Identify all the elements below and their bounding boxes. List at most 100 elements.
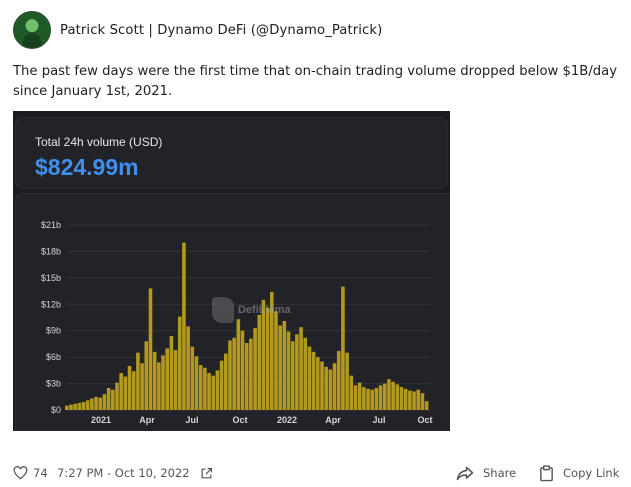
volume-bar [240, 330, 245, 410]
volume-bar [186, 326, 190, 410]
volume-bar [353, 385, 358, 410]
volume-bar [387, 379, 391, 410]
volume-bar [370, 389, 375, 410]
y-tick-label: $12b [41, 299, 61, 309]
volume-bar [228, 340, 232, 410]
post-footer: 74 7:27 PM - Oct 10, 2022 Share Copy Lin… [13, 463, 621, 483]
y-tick-label: $0 [51, 405, 61, 415]
y-tick-label: $15b [41, 273, 61, 283]
y-tick-label: $3b [46, 379, 61, 389]
volume-bar [408, 390, 412, 410]
volume-bar [299, 327, 303, 410]
volume-bar [290, 341, 295, 410]
volume-bar [65, 405, 69, 410]
volume-bar [278, 325, 282, 410]
volume-bar [161, 355, 165, 410]
volume-bar [190, 346, 195, 410]
watermark-text: DefiLlama [238, 304, 291, 316]
volume-bar [403, 388, 408, 410]
watermark: DefiLlama [212, 297, 291, 323]
x-tick-label: Jul [185, 415, 198, 425]
volume-bar [416, 389, 421, 410]
volume-bar [211, 375, 216, 410]
volume-bar [274, 311, 278, 410]
share-icon [456, 466, 474, 480]
post-text: The past few days were the first time th… [13, 64, 618, 99]
volume-bar [73, 403, 77, 410]
volume-bar [194, 356, 199, 410]
volume-bar [152, 351, 157, 410]
x-tick-label: 2022 [277, 415, 297, 425]
author-name[interactable]: Patrick Scott | Dynamo DeFi (@Dynamo_Pat… [60, 22, 383, 38]
external-link-icon [201, 467, 212, 478]
volume-bar [336, 350, 341, 410]
like-button[interactable]: 74 [13, 463, 48, 483]
y-tick-label: $18b [41, 246, 61, 256]
timestamp[interactable]: 7:27 PM - Oct 10, 2022 [57, 466, 190, 480]
volume-bar [382, 383, 387, 410]
volume-bar [236, 319, 241, 410]
volume-bar [320, 361, 324, 410]
like-count: 74 [33, 466, 48, 480]
share-button[interactable]: Share [456, 463, 516, 483]
x-tick-label: Oct [417, 415, 432, 425]
volume-bar [412, 391, 416, 410]
volume-bar [127, 365, 132, 410]
share-label: Share [483, 466, 517, 480]
volume-bar [420, 393, 425, 410]
volume-bar [136, 352, 140, 410]
volume-label: Total 24h volume (USD) [35, 135, 163, 149]
volume-bar [311, 351, 316, 410]
x-tick-label: 2021 [91, 415, 111, 425]
volume-bar [85, 400, 90, 410]
open-external-button[interactable] [200, 463, 213, 483]
copy-link-button[interactable]: Copy Link [539, 463, 619, 483]
volume-bar [123, 376, 128, 410]
volume-bar [115, 382, 119, 410]
volume-bar [362, 387, 366, 410]
volume-bar [102, 394, 107, 410]
volume-bar [98, 397, 103, 410]
volume-bar [77, 402, 82, 410]
volume-bar [144, 341, 149, 410]
volume-bar [324, 366, 328, 410]
volume-bar [244, 343, 249, 410]
x-tick-label: Oct [232, 415, 247, 425]
defillama-logo-icon [212, 297, 234, 323]
x-tick-label: Apr [139, 415, 155, 425]
volume-bar [165, 348, 169, 410]
volume-bar [316, 357, 320, 410]
volume-bar [345, 352, 349, 410]
volume-bar [111, 389, 115, 410]
volume-bar [207, 373, 211, 410]
volume-bar [177, 316, 182, 410]
volume-bar [366, 388, 370, 410]
volume-bar [307, 346, 312, 410]
volume-bar [106, 387, 111, 410]
volume-summary-panel: Total 24h volume (USD) $824.99m [15, 117, 448, 189]
volume-bar-chart: $0 $3b $6b $9b $12b $15b $18b $21b 2021 Apr Jul Oct… [41, 220, 433, 425]
volume-bar [332, 363, 337, 410]
volume-bar [391, 381, 395, 410]
y-tick-label: $9b [46, 326, 61, 336]
volume-bar [374, 387, 379, 410]
chart-image[interactable]: Total 24h volume (USD) $824.99m $0 $3b $6b… [13, 111, 450, 431]
volume-bar [148, 288, 153, 410]
volume-bar [198, 365, 203, 410]
volume-bar [257, 314, 262, 410]
volume-bar [395, 384, 400, 410]
volume-bar [349, 375, 354, 410]
volume-bar [261, 299, 266, 410]
volume-bar [341, 286, 345, 410]
volume-bar [270, 291, 274, 410]
volume-bar [140, 363, 144, 410]
avatar[interactable] [13, 11, 51, 49]
volume-bar [157, 362, 161, 410]
volume-bar [303, 337, 308, 410]
y-tick-label: $21b [41, 220, 61, 230]
heart-icon [13, 466, 28, 480]
x-tick-label: Apr [325, 415, 341, 425]
volume-bar [119, 373, 123, 410]
volume-bar [232, 337, 236, 410]
volume-bar [399, 387, 404, 410]
